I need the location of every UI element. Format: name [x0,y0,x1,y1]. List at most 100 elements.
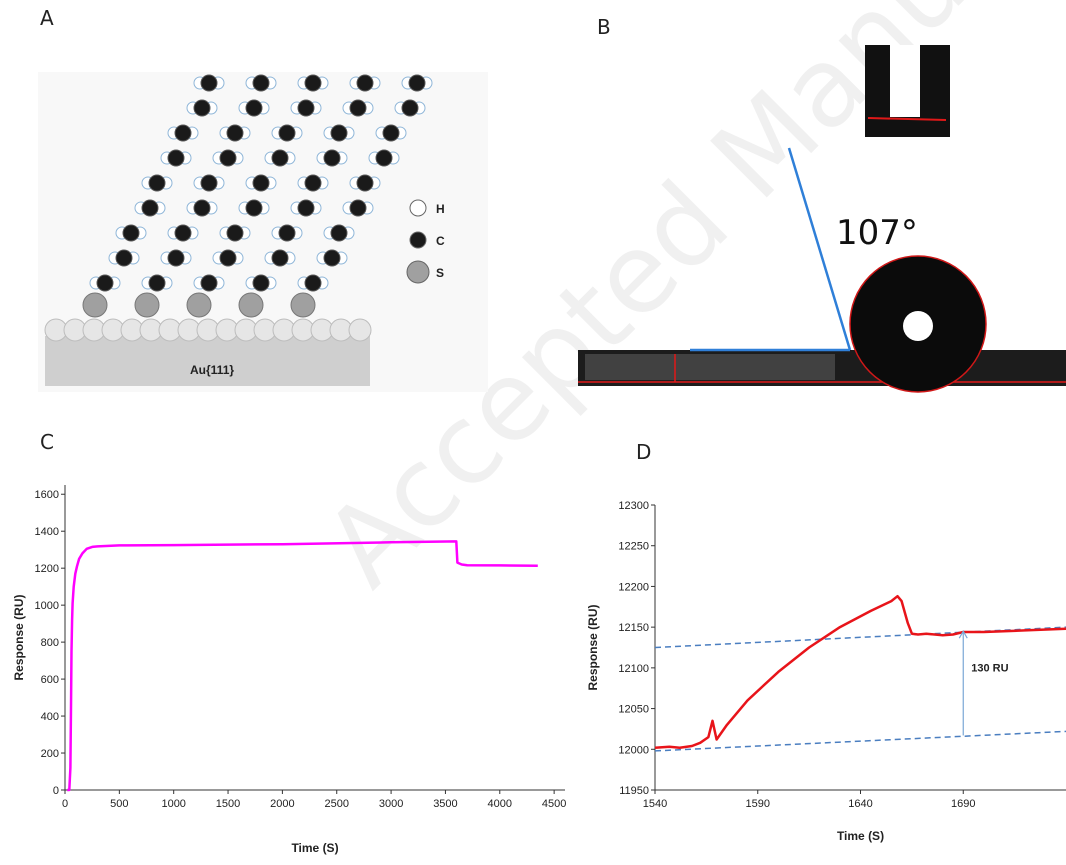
carbon-atom [226,224,244,242]
y-tick-label: 12100 [618,663,649,675]
carbon-atom [297,199,315,217]
carbon-atom [252,274,270,292]
x-tick-label: 1540 [643,798,667,810]
x-tick-label: 1500 [216,798,240,810]
carbon-atom [401,99,419,117]
atom-legend: H C S [406,199,445,284]
panel-letter-a: A [40,6,54,30]
gold-atom [348,318,372,342]
y-tick-label: 400 [41,711,59,723]
y-tick-label: 12050 [618,704,649,716]
carbon-atom [115,249,133,267]
carbon-atom [375,149,393,167]
x-tick-label: 3000 [379,798,403,810]
x-tick-label: 2500 [324,798,348,810]
y-axis-label: Response (RU) [586,604,600,690]
needle-diameter-line [867,117,947,121]
carbon-atom [356,174,374,192]
carbon-atom [200,274,218,292]
carbon-atom [193,99,211,117]
y-tick-label: 1200 [35,563,59,575]
carbon-atom [245,99,263,117]
panel-letter-c: C [40,430,54,454]
carbon-atom [122,224,140,242]
y-tick-label: 200 [41,748,59,760]
carbon-atom [271,149,289,167]
carbon-atom [200,174,218,192]
carbon-atom [349,199,367,217]
x-tick-label: 4500 [542,798,566,810]
y-tick-label: 800 [41,637,59,649]
x-tick-label: 2000 [270,798,294,810]
carbon-atom [148,174,166,192]
arrow-head [958,630,968,639]
y-tick-label: 600 [41,674,59,686]
x-tick-label: 1590 [746,798,770,810]
carbon-atom [96,274,114,292]
sulfur-atom [134,292,160,318]
carbon-atom [323,149,341,167]
y-tick-label: 12200 [618,581,649,593]
carbon-atom [226,124,244,142]
carbon-atom [271,249,289,267]
x-tick-label: 3500 [433,798,457,810]
sulfur-atom [186,292,212,318]
carbon-atom [174,224,192,242]
carbon-atom [323,249,341,267]
droplet-reflection [903,311,933,341]
carbon-atom [245,199,263,217]
gold-substrate [45,336,370,386]
legend-label-h: H [436,202,445,216]
gold-atoms [44,318,372,342]
y-tick-label: 1600 [35,489,59,501]
substrate-texture [585,354,835,380]
difference-annotation: 130 RU [971,662,1008,674]
alkanethiol-chains [82,74,433,318]
carbon-atom [304,74,322,92]
x-axis-label: Time (S) [291,841,338,855]
y-tick-label: 12000 [618,744,649,756]
y-tick-label: 12250 [618,541,649,553]
carbon-atom [278,224,296,242]
x-tick-label: 1690 [951,798,975,810]
substrate-label: Au{111} [190,363,234,377]
legend-atom-h [409,199,427,217]
legend-atom-s [406,260,430,284]
y-tick-label: 1000 [35,600,59,612]
carbon-atom [148,274,166,292]
y-tick-label: 12300 [618,500,649,512]
sulfur-atom [82,292,108,318]
x-tick-label: 1000 [161,798,185,810]
carbon-atom [252,174,270,192]
x-tick-label: 0 [62,798,68,810]
legend-label-s: S [436,266,444,280]
y-tick-label: 0 [53,785,59,797]
carbon-atom [382,124,400,142]
x-tick-label: 4000 [488,798,512,810]
series-line [654,594,1066,749]
carbon-atom [200,74,218,92]
x-tick-label: 1640 [848,798,872,810]
contact-tangent [787,147,852,351]
carbon-atom [141,199,159,217]
carbon-atom [297,99,315,117]
carbon-atom [193,199,211,217]
carbon-atom [330,124,348,142]
carbon-atom [252,74,270,92]
sulfur-atom [238,292,264,318]
series-line [67,540,538,792]
carbon-atom [356,74,374,92]
y-tick-label: 12150 [618,622,649,634]
carbon-atom [330,224,348,242]
carbon-atom [219,149,237,167]
y-tick-label: 1400 [35,526,59,538]
baseline-fit [654,730,1066,752]
carbon-atom [408,74,426,92]
carbon-atom [167,249,185,267]
y-axis-label: Response (RU) [12,594,26,680]
carbon-atom [174,124,192,142]
panel-letter-d: D [636,440,652,464]
carbon-atom [304,174,322,192]
